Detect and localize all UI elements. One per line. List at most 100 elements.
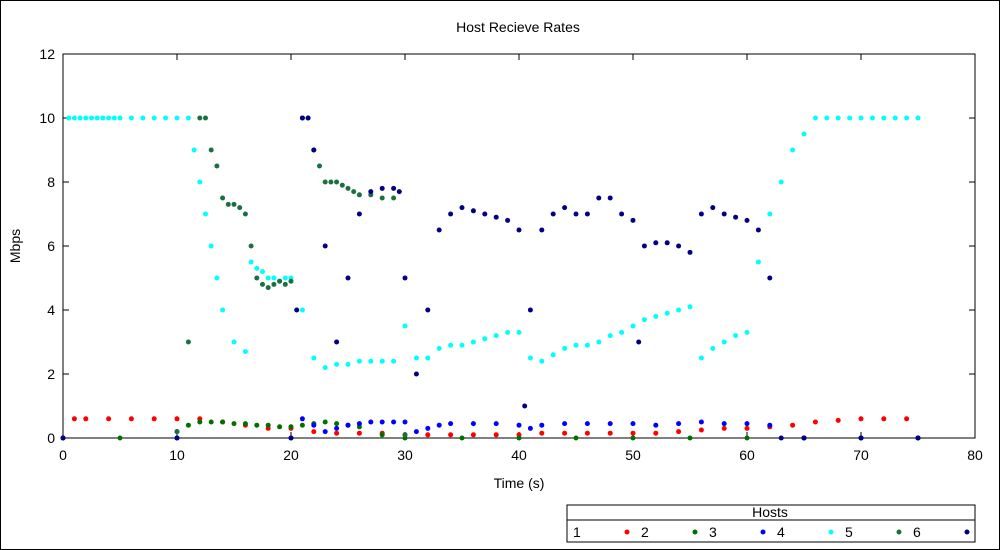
data-point (322, 179, 328, 185)
data-point (379, 195, 385, 201)
data-point (356, 421, 362, 427)
data-point (505, 217, 511, 223)
data-point (687, 249, 693, 255)
data-point (208, 243, 214, 249)
data-point (653, 313, 659, 319)
data-point (260, 269, 265, 275)
data-point (208, 419, 214, 425)
data-point (596, 339, 602, 345)
data-point (413, 371, 419, 377)
data-point (573, 435, 579, 441)
data-point (778, 179, 784, 185)
data-point (220, 419, 226, 425)
data-point (448, 211, 454, 217)
data-point (516, 422, 522, 428)
data-point (607, 333, 613, 339)
data-point (767, 211, 773, 217)
data-point (334, 179, 340, 185)
data-point (128, 416, 134, 422)
data-point (721, 211, 727, 217)
data-point (368, 419, 374, 425)
data-point (322, 419, 328, 425)
x-tick-label: 20 (283, 447, 299, 463)
data-point (66, 115, 72, 121)
data-point (89, 115, 94, 121)
data-point (345, 361, 351, 367)
data-point (630, 217, 636, 223)
data-point (698, 419, 704, 425)
data-point (282, 275, 288, 281)
data-point (721, 421, 727, 427)
data-point (83, 115, 89, 121)
data-point (562, 345, 568, 351)
data-point (835, 115, 841, 121)
data-point (191, 147, 197, 153)
x-tick-label: 30 (397, 447, 413, 463)
data-point (607, 421, 613, 427)
legend-title: Hosts (752, 504, 788, 520)
data-point (470, 339, 476, 345)
data-point (698, 427, 704, 433)
data-point (790, 422, 796, 428)
legend-marker (692, 529, 698, 535)
data-point (436, 422, 442, 428)
legend-marker (828, 529, 834, 535)
data-point (322, 243, 328, 249)
data-point (174, 416, 180, 422)
data-point (835, 417, 841, 423)
data-point (630, 323, 636, 329)
data-point (248, 243, 254, 249)
data-point (322, 429, 328, 435)
data-point (550, 211, 556, 217)
data-point (687, 304, 693, 310)
data-point (516, 435, 522, 441)
data-point (459, 435, 465, 441)
data-point (334, 430, 340, 436)
legend-label: 1 (573, 524, 581, 540)
legend-marker (760, 529, 766, 535)
y-tick-label: 8 (47, 174, 55, 190)
data-point (260, 281, 265, 287)
legend-label: 4 (777, 524, 785, 540)
data-point (676, 429, 682, 435)
data-point (277, 278, 283, 284)
data-point (351, 189, 357, 195)
data-point (562, 421, 568, 427)
data-point (339, 182, 345, 188)
data-point (402, 419, 408, 425)
data-point (710, 205, 716, 211)
data-point (744, 329, 750, 335)
data-point (630, 435, 636, 441)
data-point (470, 432, 476, 438)
data-point (271, 275, 277, 281)
data-point (231, 339, 237, 345)
data-point (185, 339, 191, 345)
data-point (505, 329, 511, 335)
data-point (254, 275, 260, 281)
data-point (317, 163, 322, 169)
data-point (562, 205, 568, 211)
data-points (60, 115, 921, 441)
data-point (396, 189, 402, 195)
data-point (755, 227, 761, 233)
chart-title: Host Recieve Rates (456, 19, 580, 35)
data-point (767, 422, 773, 428)
data-point (630, 421, 636, 427)
data-point (562, 430, 568, 436)
data-point (847, 115, 853, 121)
data-point (271, 281, 277, 287)
data-point (721, 339, 727, 345)
data-point (550, 352, 556, 358)
data-point (436, 345, 442, 351)
data-point (174, 429, 180, 435)
data-point (904, 115, 910, 121)
data-point (687, 435, 693, 441)
data-point (111, 115, 117, 121)
data-point (71, 115, 77, 121)
data-point (242, 421, 248, 427)
x-tick-label: 50 (625, 447, 641, 463)
data-point (402, 323, 408, 329)
data-point (641, 243, 647, 249)
